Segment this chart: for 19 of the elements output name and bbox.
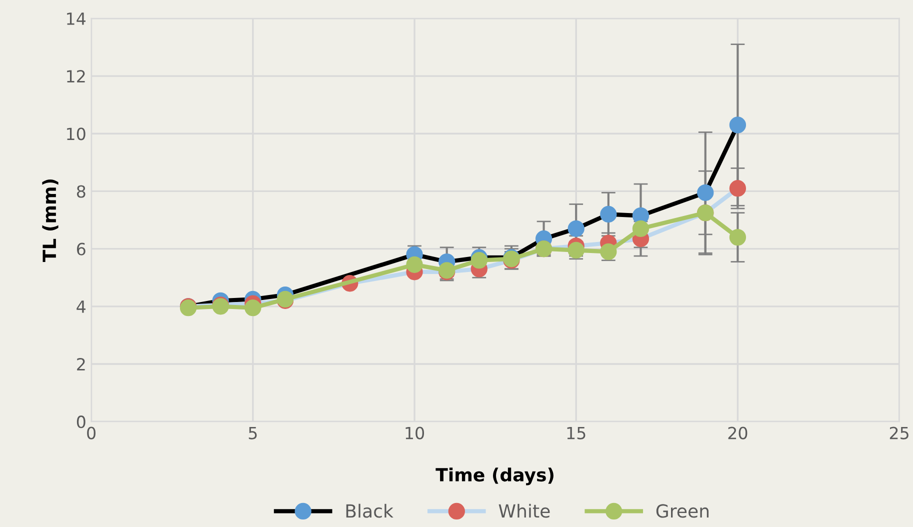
x-tick-label: 5 [248, 426, 257, 440]
y-tick-label: 14 [67, 12, 86, 25]
y-axis-title: TL (mm) [42, 179, 58, 262]
x-tick-label: 20 [728, 426, 748, 440]
y-tick-label: 12 [67, 70, 85, 82]
x-axis-title: Time (days) [436, 468, 554, 486]
y-tick-label: 8 [76, 185, 86, 198]
legend-label: Black [346, 504, 394, 518]
y-tick-label: 2 [77, 358, 85, 370]
legend-label: White [498, 504, 550, 518]
y-tick-label: 4 [76, 300, 86, 313]
y-tick-label: 6 [77, 242, 86, 256]
x-tick-label: 15 [567, 426, 586, 440]
x-tick-label: 10 [406, 426, 424, 440]
legend-label: Green [656, 504, 709, 518]
y-tick-label: 0 [76, 416, 86, 428]
x-tick-label: 0 [87, 426, 96, 440]
x-tick-label: 25 [890, 426, 908, 440]
y-tick-label: 10 [67, 128, 86, 140]
